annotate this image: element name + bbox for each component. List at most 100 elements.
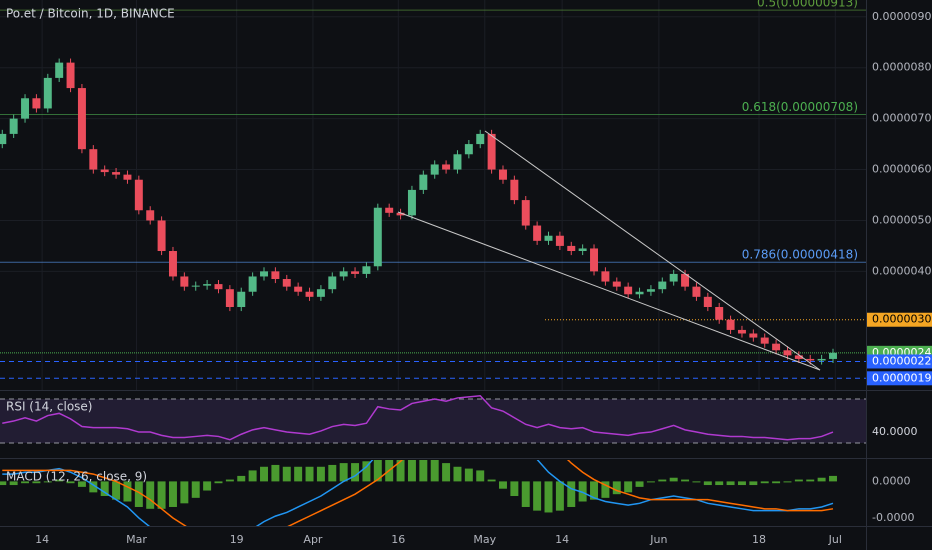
candle-body: [43, 77, 52, 109]
macd-hist-bar: [237, 475, 246, 482]
macd-hist-bar: [351, 463, 360, 482]
macd-hist-bar: [464, 468, 473, 482]
macd-hist-bar: [373, 460, 382, 482]
candle-body: [487, 133, 496, 170]
candle-body: [806, 358, 815, 361]
price-label: 0.00000190: [872, 371, 932, 384]
candle-body: [658, 281, 667, 290]
candle-body: [453, 154, 462, 170]
macd-hist-bar: [772, 481, 781, 484]
x-tick-label: Jun: [649, 533, 667, 546]
signal-line: [2, 460, 834, 526]
candle-body: [32, 98, 41, 109]
candle-body: [829, 352, 837, 359]
macd-hist-bar: [0, 481, 7, 486]
candle-body: [123, 174, 132, 180]
candle-body: [567, 245, 576, 252]
candle-body: [248, 276, 257, 292]
candle-body: [77, 88, 86, 150]
candle-body: [464, 144, 473, 155]
macd-hist-bar: [271, 464, 280, 482]
candle-body: [214, 284, 223, 290]
macd-hist-bar: [669, 477, 678, 482]
x-tick-label: 18: [752, 533, 766, 546]
candle-body: [430, 164, 439, 175]
macd-hist-bar: [225, 479, 234, 482]
macd-hist-bar: [9, 481, 18, 486]
x-tick-label: 16: [391, 533, 405, 546]
macd-hist-bar: [578, 481, 587, 502]
macd-hist-bar: [294, 466, 303, 482]
macd-hist-bar: [305, 466, 314, 482]
macd-hist-bar: [737, 481, 746, 486]
x-tick-label: 14: [35, 533, 49, 546]
macd-hist-bar: [499, 481, 507, 489]
macd-hist-bar: [510, 481, 519, 497]
macd-hist-bar: [362, 461, 371, 482]
y-tick-label: 0.00000400: [872, 264, 932, 277]
candle-body: [476, 133, 485, 145]
macd-hist-bar: [544, 481, 553, 513]
rsi-line: [2, 394, 834, 441]
macd-hist-bar: [749, 481, 758, 486]
fib-label: 0.786(0.00000418): [742, 248, 858, 262]
macd-hist-bar: [157, 481, 166, 509]
candle-body: [783, 350, 792, 356]
candle-body: [669, 273, 678, 282]
macd-hist-bar: [66, 481, 75, 484]
candle-body: [533, 225, 542, 241]
candle-body: [646, 289, 655, 292]
candle-body: [168, 251, 177, 277]
price-label-box: [867, 312, 932, 327]
macd-hist-bar: [339, 463, 348, 482]
candle-body: [794, 355, 803, 359]
candle-body: [715, 307, 724, 320]
macd-hist-bar: [646, 481, 655, 483]
rsi-value-label: 40.0000: [872, 425, 918, 438]
candle-body: [510, 179, 519, 201]
candle-body: [21, 98, 30, 119]
candle-body: [191, 285, 200, 287]
candle-body: [612, 281, 621, 287]
candle-body: [9, 118, 18, 134]
candle-body: [0, 133, 7, 145]
macd-hist-bar: [476, 470, 485, 482]
candle-body: [578, 248, 587, 252]
candle-body: [146, 210, 155, 221]
macd-hist-bar: [282, 466, 291, 482]
macd-hist-bar: [316, 466, 325, 482]
macd-hist-bar: [624, 481, 633, 493]
macd-hist-bar: [806, 479, 815, 482]
candle-body: [442, 164, 451, 170]
macd-hist-bar: [442, 463, 451, 482]
candle-body: [316, 289, 325, 297]
candle-body: [555, 235, 564, 246]
macd-hist-bar: [590, 481, 599, 500]
macd-hist-bar: [453, 466, 462, 482]
candle-body: [385, 207, 394, 213]
macd-tick-label: -0.0000: [872, 511, 914, 524]
macd-hist-bar: [21, 481, 30, 484]
candle-body: [328, 276, 337, 290]
macd-hist-bar: [658, 479, 667, 482]
rsi-title: RSI (14, close): [6, 400, 92, 414]
macd-hist-bar: [191, 481, 200, 498]
trend-line: [397, 211, 821, 371]
candle-body: [635, 291, 644, 295]
y-tick-label: 0.00000900: [872, 10, 932, 23]
candle-body: [703, 296, 712, 308]
macd-hist-bar: [794, 479, 803, 482]
candle-body: [772, 343, 781, 351]
price-label: 0.00000305: [872, 313, 932, 326]
macd-hist-bar: [567, 481, 576, 507]
candle-body: [726, 319, 735, 330]
macd-hist-bar: [430, 460, 439, 482]
candle-body: [260, 271, 268, 277]
x-tick-label: 14: [555, 533, 569, 546]
macd-hist-bar: [635, 481, 644, 487]
candle-body: [271, 271, 280, 280]
macd-hist-bar: [817, 477, 826, 482]
x-tick-label: Mar: [126, 533, 147, 546]
fib-label: 0.5(0.00000913): [757, 0, 858, 10]
